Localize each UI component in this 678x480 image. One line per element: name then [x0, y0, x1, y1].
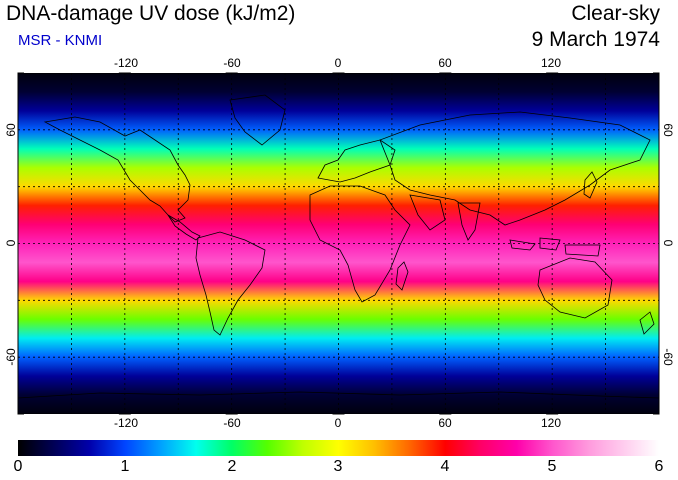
lon-tick-top: 120	[540, 56, 562, 70]
lon-tick-top: -120	[113, 56, 139, 70]
frame-tick	[558, 71, 653, 73]
lat-tick-left: 60	[4, 123, 18, 137]
colorbar-tick: 6	[654, 458, 664, 475]
colorbar-tick: 1	[120, 458, 130, 475]
lon-tick-top: -60	[223, 56, 241, 70]
lon-tick-top: 0	[334, 56, 342, 70]
frame-tick	[451, 71, 547, 73]
frame-tick	[344, 71, 440, 73]
graticule	[18, 73, 659, 414]
colorbar-tick: 5	[547, 458, 557, 475]
colorbar-tick: 2	[227, 458, 237, 475]
colorbar	[18, 440, 659, 456]
frame-tick	[451, 414, 547, 416]
frame-tick	[24, 414, 119, 416]
coastlines	[18, 94, 659, 399]
frame-tick	[130, 414, 226, 416]
subtitle: MSR - KNMI	[18, 32, 103, 49]
date: 9 March 1974	[531, 28, 660, 51]
frame-tick	[237, 71, 333, 73]
lon-tick-bottom: -120	[113, 416, 139, 430]
frame-ticks	[24, 71, 653, 416]
lat-tick-right: 60	[661, 123, 675, 137]
frame-tick	[558, 414, 653, 416]
lon-tick-bottom: 0	[334, 416, 342, 430]
lon-tick-bottom: 60	[438, 416, 452, 430]
lon-tick-bottom: -60	[223, 416, 241, 430]
lat-tick-left: 0	[4, 239, 18, 247]
sky-condition: Clear-sky	[571, 2, 660, 25]
colorbar-tick: 4	[440, 458, 450, 475]
colorbar-tick: 0	[13, 458, 23, 475]
lon-tick-bottom: 120	[540, 416, 562, 430]
frame-tick	[130, 71, 226, 73]
lon-tick-top: 60	[438, 56, 452, 70]
lat-tick-right: 0	[661, 239, 675, 247]
colorbar-tick: 3	[333, 458, 343, 475]
lat-tick-right: -60	[661, 348, 675, 366]
frame-tick	[344, 414, 440, 416]
title: DNA-damage UV dose (kJ/m2)	[6, 2, 296, 25]
frame-tick	[237, 414, 333, 416]
map-frame	[17, 72, 660, 415]
lat-tick-left: -60	[4, 348, 18, 366]
frame-tick	[24, 71, 119, 73]
